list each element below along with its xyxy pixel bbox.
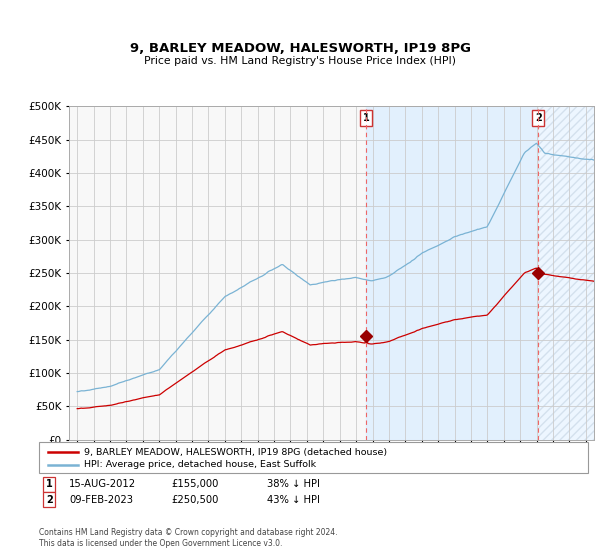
Bar <box>366 106 538 440</box>
Text: 09-FEB-2023: 09-FEB-2023 <box>69 494 133 505</box>
Text: 9, BARLEY MEADOW, HALESWORTH, IP19 8PG (detached house): 9, BARLEY MEADOW, HALESWORTH, IP19 8PG (… <box>84 448 387 457</box>
Text: £250,500: £250,500 <box>171 494 218 505</box>
Text: 1: 1 <box>363 113 370 123</box>
Bar <box>538 106 594 440</box>
Text: Contains HM Land Registry data © Crown copyright and database right 2024.
This d: Contains HM Land Registry data © Crown c… <box>39 528 337 548</box>
Text: HPI: Average price, detached house, East Suffolk: HPI: Average price, detached house, East… <box>84 460 316 469</box>
Text: 15-AUG-2012: 15-AUG-2012 <box>69 479 136 489</box>
Bar <box>538 106 594 440</box>
Text: Price paid vs. HM Land Registry's House Price Index (HPI): Price paid vs. HM Land Registry's House … <box>144 56 456 66</box>
Text: 2: 2 <box>46 494 53 505</box>
Text: 43% ↓ HPI: 43% ↓ HPI <box>267 494 320 505</box>
Text: 2: 2 <box>535 113 542 123</box>
Text: 1: 1 <box>46 479 53 489</box>
Text: £155,000: £155,000 <box>171 479 218 489</box>
Text: 38% ↓ HPI: 38% ↓ HPI <box>267 479 320 489</box>
Text: 9, BARLEY MEADOW, HALESWORTH, IP19 8PG: 9, BARLEY MEADOW, HALESWORTH, IP19 8PG <box>130 42 470 55</box>
